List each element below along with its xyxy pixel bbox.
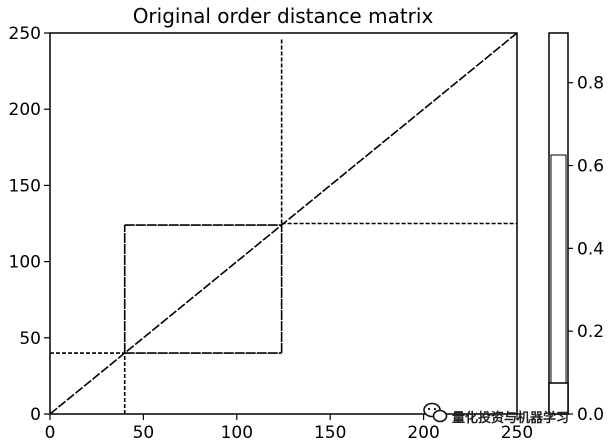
x-tick-label: 200 xyxy=(407,423,439,443)
x-tick-label: 100 xyxy=(221,423,253,443)
colorbar-tick-label: 0.8 xyxy=(577,74,604,94)
x-tick-label: 150 xyxy=(314,423,346,443)
y-tick-label: 250 xyxy=(9,24,41,44)
watermark: 量化投资与机器学习 xyxy=(423,402,569,426)
y-tick-label: 100 xyxy=(9,253,41,273)
y-tick-label: 200 xyxy=(9,100,41,120)
x-axis: 0 50 100 150 200 250 xyxy=(45,414,533,443)
x-tick-label: 250 xyxy=(501,423,533,443)
x-tick-label: 0 xyxy=(45,423,56,443)
colorbar-frame xyxy=(548,32,569,415)
colorbar-tick-label: 0.6 xyxy=(577,157,604,177)
y-tick-label: 50 xyxy=(19,329,41,349)
colorbar-tick-label: 0.4 xyxy=(577,239,604,259)
colorbar-ticks: 0.0 0.2 0.4 0.6 0.8 xyxy=(568,74,604,425)
wechat-icon xyxy=(423,402,448,423)
colorbar-tick-label: 0.0 xyxy=(577,405,604,425)
chart-title: Original order distance matrix xyxy=(133,4,434,28)
watermark-text: 量化投资与机器学习 xyxy=(452,410,569,426)
colorbar-tick-label: 0.2 xyxy=(577,322,604,342)
colorbar-bottom-block xyxy=(548,382,569,415)
y-tick-label: 0 xyxy=(30,405,41,425)
colorbar: 0.0 0.2 0.4 0.6 0.8 xyxy=(548,32,604,425)
plot-area xyxy=(49,32,518,415)
x-tick-label: 50 xyxy=(133,423,155,443)
y-tick-label: 150 xyxy=(9,176,41,196)
matrix-segments xyxy=(49,32,518,415)
y-axis: 0 50 100 150 200 250 xyxy=(9,24,50,425)
